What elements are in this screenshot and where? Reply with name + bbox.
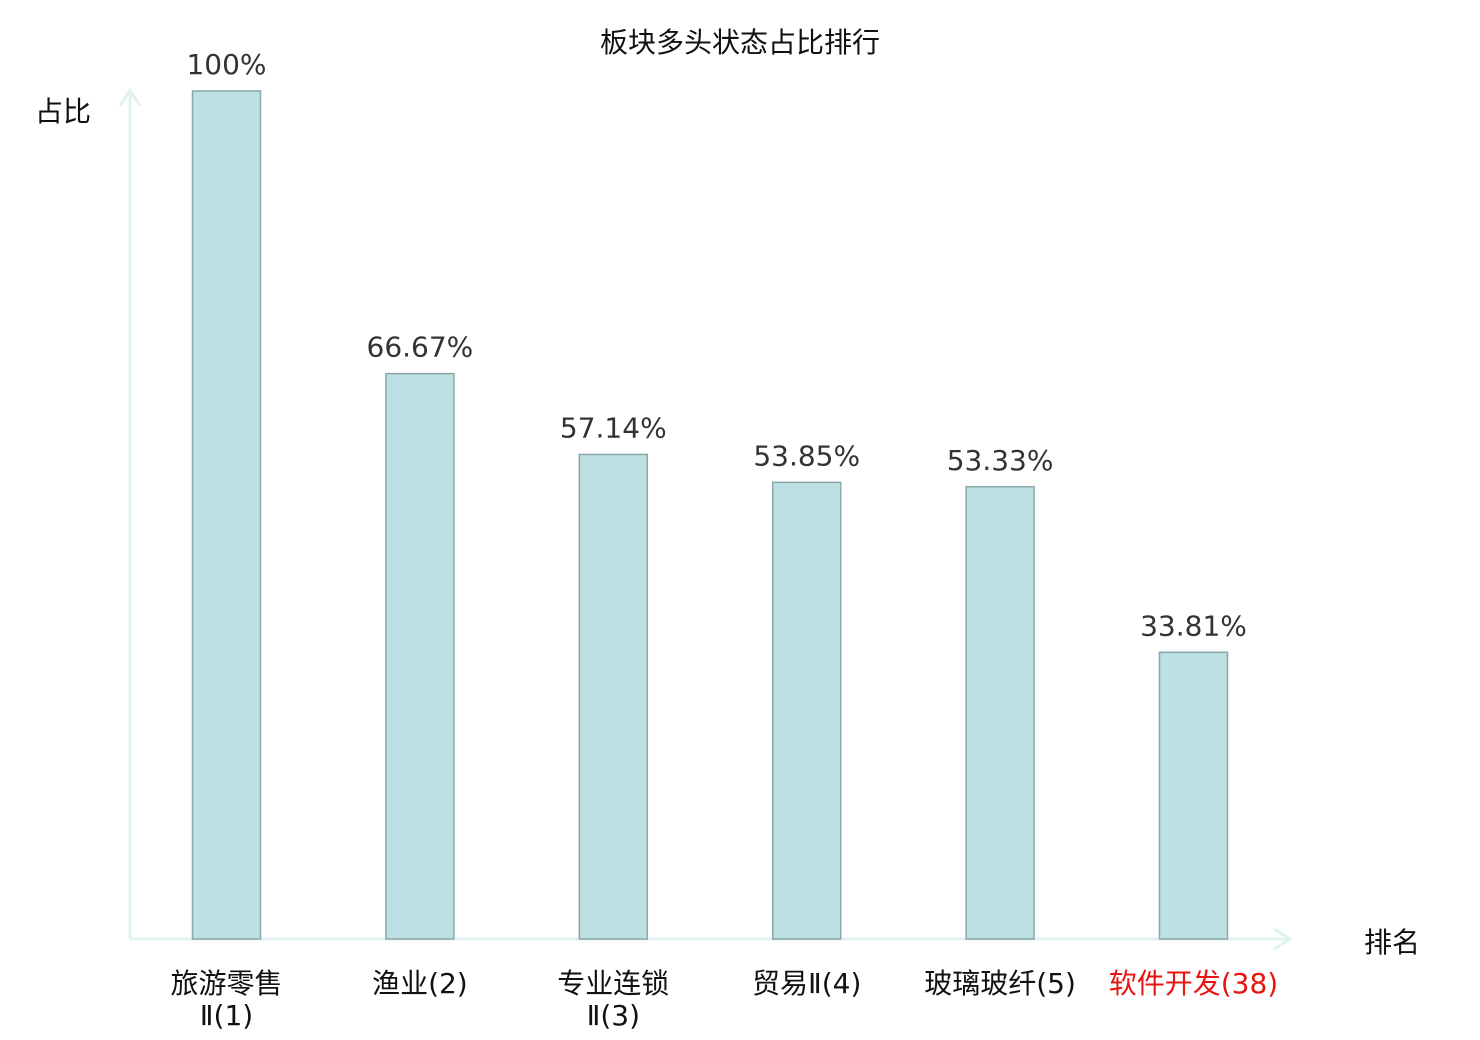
x-tick-label: Ⅱ(3) xyxy=(587,999,640,1032)
y-axis-label: 占比 xyxy=(35,95,91,128)
data-label: 66.67% xyxy=(367,331,474,364)
x-tick-label: 贸易Ⅱ(4) xyxy=(752,967,861,1000)
data-label: 53.85% xyxy=(753,439,860,472)
x-axis-label: 排名 xyxy=(1364,926,1420,959)
x-tick-label: 专业连锁 xyxy=(557,967,669,1000)
chart-title: 板块多头状态占比排行 xyxy=(600,26,880,59)
bar xyxy=(1158,651,1229,940)
data-label: 33.81% xyxy=(1140,609,1247,642)
x-tick-label: 玻璃玻纤(5) xyxy=(924,967,1076,1000)
y-axis-arrow xyxy=(118,87,142,107)
bar xyxy=(965,486,1035,940)
x-tick-label: 软件开发(38) xyxy=(1109,967,1278,1000)
bar xyxy=(191,90,262,940)
x-tick-label: 渔业(2) xyxy=(372,967,468,1000)
x-tick-label: 旅游零售 xyxy=(170,967,282,1000)
x-tick-label: Ⅱ(1) xyxy=(200,999,253,1032)
bar xyxy=(771,481,842,940)
data-label: 57.14% xyxy=(560,411,667,444)
bar xyxy=(578,453,649,940)
x-axis-arrow xyxy=(1273,927,1293,951)
bar xyxy=(385,372,455,940)
data-label: 53.33% xyxy=(947,444,1054,477)
data-label: 100% xyxy=(186,48,266,81)
